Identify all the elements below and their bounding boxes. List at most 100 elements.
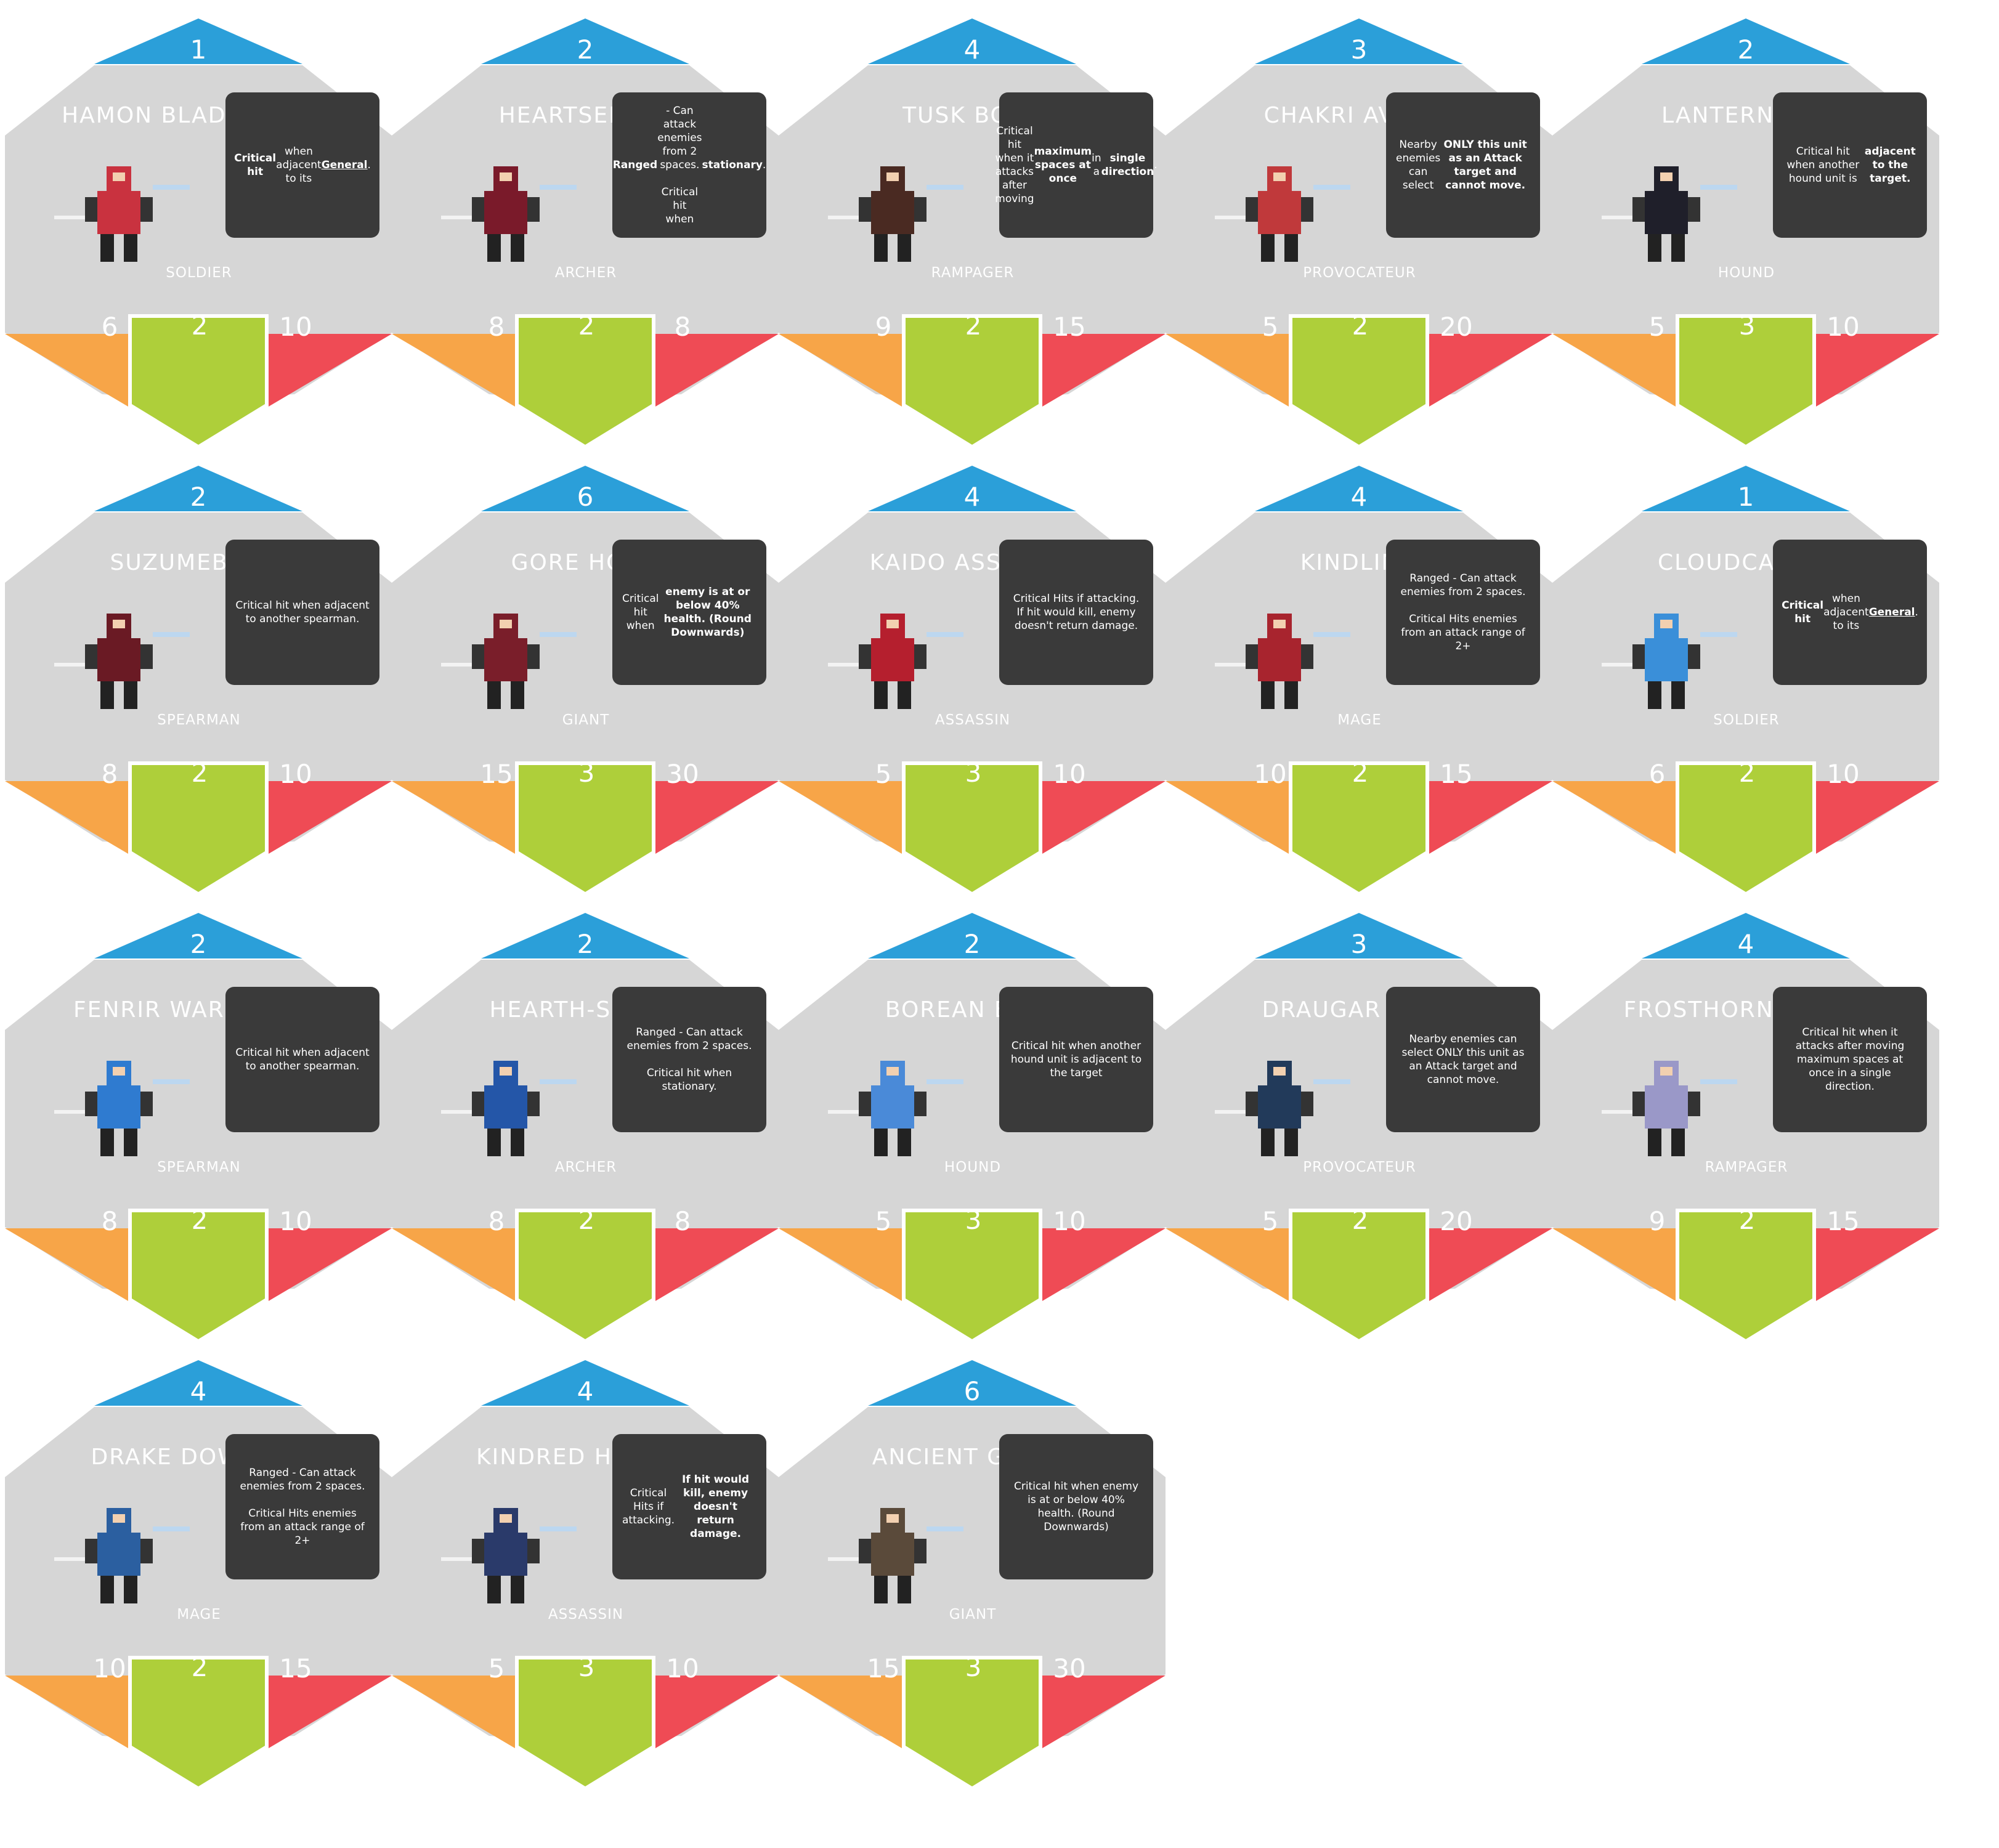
attack-panel — [5, 1228, 128, 1301]
card-frame — [5, 466, 392, 897]
unit-card[interactable]: 4 KINDLING Ranged - Can attack enemies f… — [1166, 466, 1552, 928]
health-value: 8 — [674, 1206, 691, 1236]
unit-class: ASSASSIN — [935, 712, 1011, 728]
swordsman-sprite — [42, 148, 202, 271]
attack-panel — [392, 334, 515, 407]
attack-value: 5 — [1262, 1206, 1279, 1236]
ability-box: Ranged - Can attack enemies from 2 space… — [612, 92, 766, 238]
health-value: 15 — [1827, 1206, 1860, 1236]
unit-class: HOUND — [944, 1159, 1002, 1175]
unit-card[interactable]: 1 CLOUDCALLER Critical hit when adjacent… — [1552, 466, 1939, 928]
card-frame — [392, 466, 779, 897]
unit-card[interactable]: 3 DRAUGAR LORD Nearby enemies can select… — [1166, 913, 1552, 1375]
health-value: 15 — [279, 1653, 312, 1684]
health-value: 20 — [1440, 312, 1473, 342]
health-panel — [269, 1676, 392, 1748]
move-value: 2 — [1738, 1205, 1756, 1235]
assassin-sprite — [816, 595, 976, 718]
ability-box: Critical hit when enemy is at or below 4… — [612, 540, 766, 685]
health-value: 10 — [666, 1653, 699, 1684]
health-panel — [655, 781, 779, 854]
unit-card[interactable]: 2 LANTERN FOX Critical hit when another … — [1552, 18, 1939, 480]
move-panel — [519, 318, 652, 445]
cost-value: 1 — [1737, 482, 1754, 512]
ability-box: Critical hit when adjacent to another sp… — [225, 987, 379, 1132]
cost-value: 4 — [1737, 929, 1754, 959]
ability-box: Nearby enemies can select ONLY this unit… — [1386, 987, 1540, 1132]
unit-class: MAGE — [177, 1607, 221, 1623]
monk-sprite — [1202, 148, 1363, 271]
unit-card[interactable]: 2 BOREAN BEAR Critical hit when another … — [779, 913, 1166, 1375]
move-value: 2 — [578, 310, 595, 341]
attack-panel — [5, 781, 128, 854]
cost-banner — [481, 1360, 689, 1406]
cost-banner — [1642, 18, 1850, 64]
unit-card[interactable]: 3 CHAKRI AVATAR Nearby enemies can selec… — [1166, 18, 1552, 480]
fire-mage-sprite — [1202, 595, 1363, 718]
unit-class: SPEARMAN — [157, 712, 241, 728]
ability-box: Critical hit when another hound unit is … — [999, 987, 1153, 1132]
cost-value: 4 — [963, 482, 981, 512]
health-value: 15 — [1440, 759, 1473, 789]
unit-card[interactable]: 4 DRAKE DOWAGER Ranged - Can attack enem… — [5, 1360, 392, 1822]
attack-value: 8 — [101, 1206, 118, 1236]
health-panel — [1816, 781, 1939, 854]
attack-panel — [779, 1676, 902, 1748]
unit-class: HOUND — [1717, 265, 1775, 281]
cost-banner — [94, 18, 302, 64]
attack-panel — [779, 781, 902, 854]
health-panel — [269, 1228, 392, 1301]
cost-value: 4 — [190, 1376, 207, 1406]
move-panel — [1292, 765, 1425, 892]
cost-banner — [1255, 18, 1463, 64]
attack-value: 10 — [93, 1653, 126, 1684]
cost-banner — [1642, 913, 1850, 958]
ability-box: Critical hit when it attacks after movin… — [995, 92, 1158, 238]
ability-box: Critical hit when adjacent to its Genera… — [1773, 540, 1927, 685]
ability-box: Critical Hits if attacking. If hit would… — [999, 540, 1153, 685]
ability-box: Ranged - Can attack enemies from 2 space… — [1386, 540, 1540, 685]
health-panel — [269, 334, 392, 407]
cost-value: 2 — [577, 34, 594, 65]
move-panel — [519, 1660, 652, 1786]
cost-value: 2 — [1737, 34, 1754, 65]
unit-card[interactable]: 2 HEARTH-SISTER Ranged - Can attack enem… — [392, 913, 779, 1375]
spearman-sprite — [42, 595, 202, 718]
archer-sprite — [429, 148, 589, 271]
unit-card[interactable]: 2 FENRIR WARMASTER Critical hit when adj… — [5, 913, 392, 1375]
health-value: 10 — [279, 759, 312, 789]
cost-value: 2 — [963, 929, 981, 959]
unit-card[interactable]: 2 HEARTSEEKER Ranged - Can attack enemie… — [392, 18, 779, 480]
attack-value: 5 — [875, 1206, 892, 1236]
cost-value: 6 — [963, 1376, 981, 1406]
health-value: 10 — [279, 1206, 312, 1236]
attack-panel — [779, 1228, 902, 1301]
unit-card[interactable]: 6 ANCIENT GROVE Critical hit when enemy … — [779, 1360, 1166, 1822]
unit-card[interactable]: 2 SUZUMEBACHI Critical hit when adjacent… — [5, 466, 392, 928]
move-panel — [1679, 765, 1812, 892]
attack-value: 5 — [488, 1653, 505, 1684]
unit-card[interactable]: 6 GORE HORN Critical hit when enemy is a… — [392, 466, 779, 928]
hunter-sprite — [429, 1489, 589, 1613]
move-value: 3 — [578, 758, 595, 788]
unit-card[interactable]: 4 TUSK BOAR Critical hit when it attacks… — [779, 18, 1166, 480]
sister-sprite — [429, 1042, 589, 1165]
attack-panel — [1166, 334, 1289, 407]
health-panel — [269, 781, 392, 854]
unit-card[interactable]: 4 FROSTHORN RHYNO Critical hit when it a… — [1552, 913, 1939, 1375]
fox-sprite — [1589, 148, 1750, 271]
cost-banner — [1255, 466, 1463, 511]
health-panel — [1816, 334, 1939, 407]
unit-card[interactable]: 4 KAIDO ASSASSIN Critical Hits if attack… — [779, 466, 1166, 928]
move-panel — [132, 318, 265, 445]
unit-class: RAMPAGER — [1705, 1159, 1788, 1175]
unit-card[interactable]: 4 KINDRED HUNTER Critical Hits if attack… — [392, 1360, 779, 1822]
attack-panel — [1552, 781, 1676, 854]
ability-box: Critical hit when it attacks after movin… — [1773, 987, 1927, 1132]
cost-banner — [94, 466, 302, 511]
health-value: 10 — [1827, 312, 1860, 342]
unit-card[interactable]: 1 HAMON BLADESEEKER Critical hit when ad… — [5, 18, 392, 480]
attack-value: 10 — [1254, 759, 1287, 789]
cost-value: 2 — [190, 929, 207, 959]
health-value: 8 — [674, 312, 691, 342]
